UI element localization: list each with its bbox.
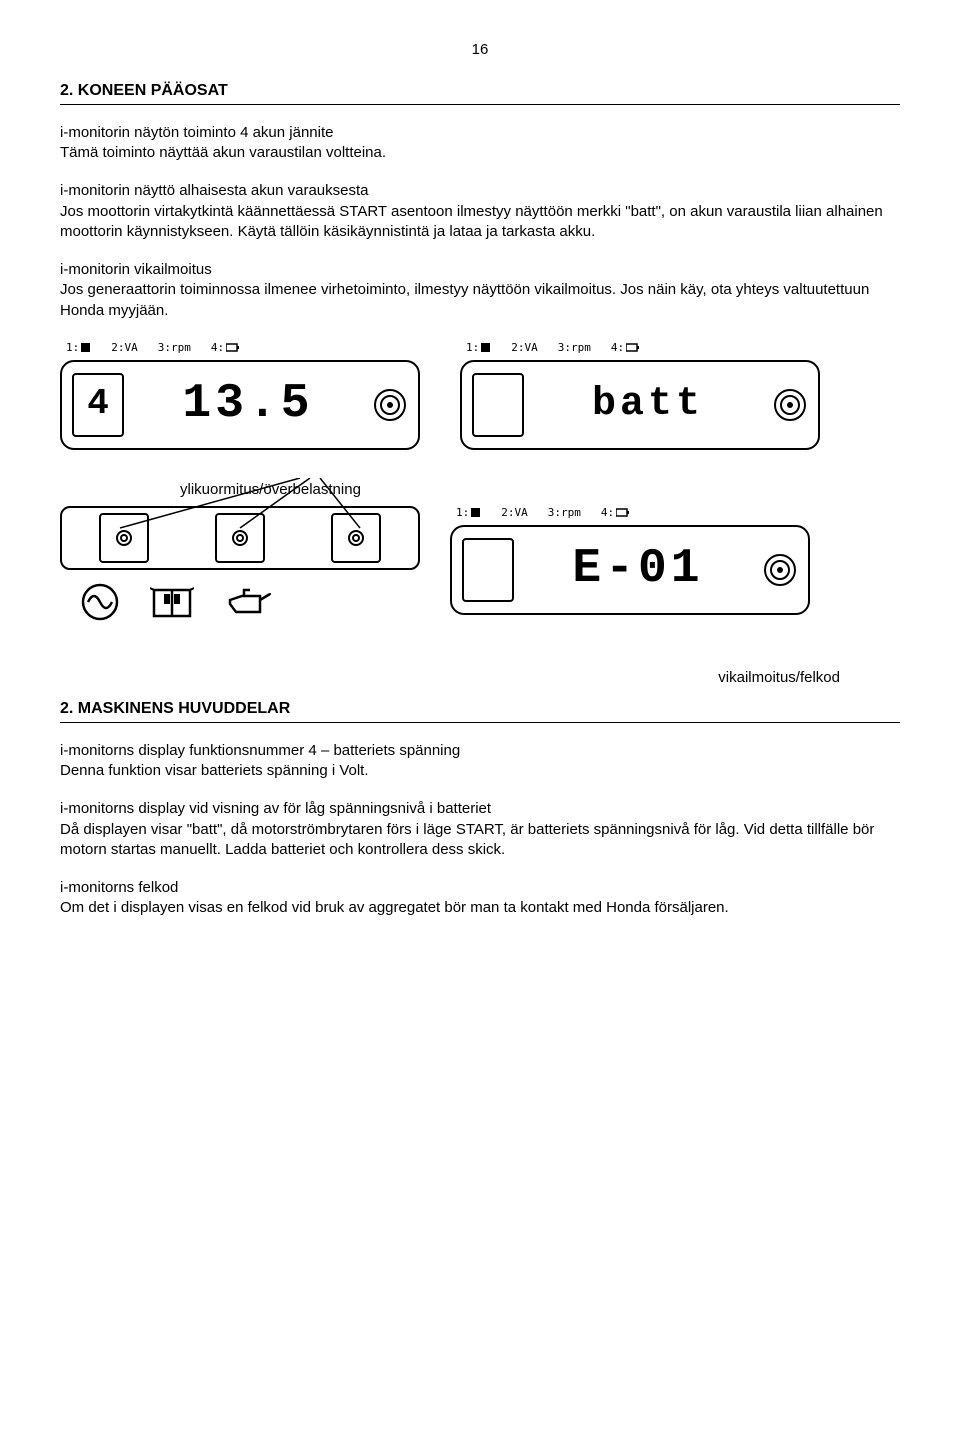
mode-digit-box: [472, 373, 524, 437]
mode-3: 3:rpm: [548, 506, 581, 521]
clock-icon: [471, 508, 481, 518]
oilcan-icon: [224, 582, 274, 622]
lcd-value-error: E-01: [524, 537, 752, 602]
lcd-right: 1: 2:VA 3:rpm 4: batt: [460, 341, 820, 450]
mode-digit: 4: [87, 380, 109, 429]
s2-p1-title: i-monitorns display funktionsnummer 4 – …: [60, 742, 460, 759]
mode-2: 2:VA: [511, 341, 538, 356]
battery-icon: [626, 343, 640, 353]
clock-icon: [481, 343, 491, 353]
sine-icon: [80, 582, 120, 622]
lcd-box-error: E-01: [450, 525, 810, 615]
mode-4: 4:: [601, 506, 630, 521]
section-rule: [60, 722, 900, 723]
knob-icon: [762, 552, 798, 588]
s2-p1-body: Denna funktion visar batteriets spänning…: [60, 762, 369, 779]
knob-icon: [772, 387, 808, 423]
p1-title: i-monitorin näytön toiminto 4 akun jänni…: [60, 124, 334, 141]
knob-icon: [372, 387, 408, 423]
section-rule: [60, 104, 900, 105]
mode-indicators: 1: 2:VA 3:rpm 4:: [450, 506, 810, 521]
p3-body: Jos generaattorin toiminnossa ilmenee vi…: [60, 281, 869, 318]
mode-3: 3:rpm: [158, 341, 191, 356]
section1-title: 2. KONEEN PÄÄOSAT: [60, 80, 900, 102]
lcd-value-left: 13.5: [134, 372, 362, 437]
battery-icon: [226, 343, 240, 353]
mode-4: 4:: [611, 341, 640, 356]
callout-lines: [60, 478, 420, 538]
p2-title: i-monitorin näyttö alhaisesta akun varau…: [60, 182, 369, 199]
p2-body: Jos moottorin virtakytkintä käännettäess…: [60, 203, 883, 240]
lcd-row-1: 1: 2:VA 3:rpm 4: 4 13.5 1: 2:VA 3:rpm 4:…: [60, 341, 900, 450]
lcd-value-right: batt: [534, 378, 762, 432]
mode-4: 4:: [211, 341, 240, 356]
fault-label: vikailmoitus/felkod: [60, 668, 840, 688]
book-icon: [150, 582, 194, 622]
p3-title: i-monitorin vikailmoitus: [60, 261, 212, 278]
lcd-left: 1: 2:VA 3:rpm 4: 4 13.5: [60, 341, 420, 450]
s2-p3-title: i-monitorns felkod: [60, 879, 178, 896]
mode-indicators: 1: 2:VA 3:rpm 4:: [460, 341, 820, 356]
overload-row: 1: 2:VA 3:rpm 4: E-01: [60, 506, 900, 628]
mode-1: 1:: [466, 341, 491, 356]
mode-indicators: 1: 2:VA 3:rpm 4:: [60, 341, 420, 356]
mode-1: 1:: [456, 506, 481, 521]
s2-p3-body: Om det i displayen visas en felkod vid b…: [60, 899, 729, 916]
mode-digit-box: 4: [72, 373, 124, 437]
s2-p2-title: i-monitorns display vid visning av för l…: [60, 800, 491, 817]
mode-3: 3:rpm: [558, 341, 591, 356]
s2-p2-body: Då displayen visar "batt", då motorström…: [60, 821, 874, 858]
lcd-box-left: 4 13.5: [60, 360, 420, 450]
overload-col: [60, 506, 420, 628]
mode-2: 2:VA: [501, 506, 528, 521]
clock-icon: [81, 343, 91, 353]
lcd-box-right: batt: [460, 360, 820, 450]
p1-body: Tämä toiminto näyttää akun varaustilan v…: [60, 144, 386, 161]
mode-digit-box: [462, 538, 514, 602]
mode-2: 2:VA: [111, 341, 138, 356]
section2-title: 2. MASKINENS HUVUDDELAR: [60, 698, 900, 720]
page-number: 16: [60, 40, 900, 60]
battery-icon: [616, 508, 630, 518]
warn-icons: [80, 582, 420, 622]
mode-1: 1:: [66, 341, 91, 356]
lcd-error: 1: 2:VA 3:rpm 4: E-01: [450, 506, 810, 615]
